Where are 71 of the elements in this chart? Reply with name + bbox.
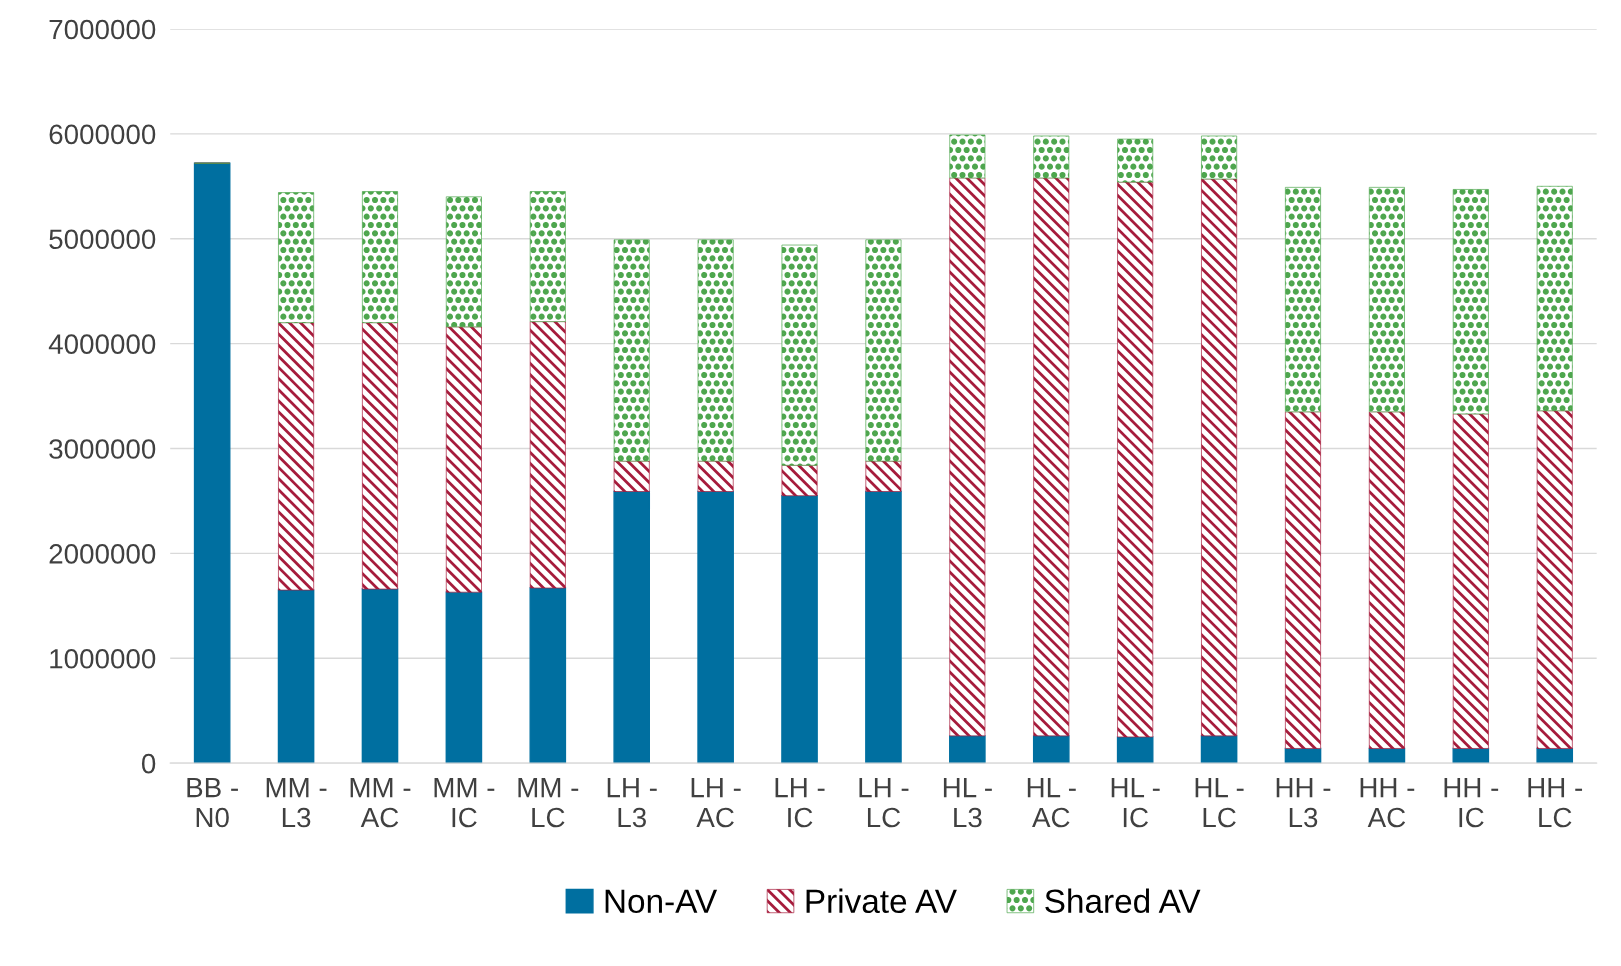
- bar: [1536, 410, 1573, 749]
- bar: [1285, 411, 1321, 749]
- x-tick-label: HH - IC: [1444, 778, 1499, 828]
- x-tick-label: MM - LC: [518, 778, 579, 828]
- y-tick-label: 4000000: [48, 334, 156, 354]
- bar: [949, 177, 986, 737]
- x-tick-label: LH - AC: [691, 778, 741, 828]
- x-tick-label: LH - IC: [775, 778, 825, 828]
- bar: [613, 490, 651, 764]
- x-tick-label: LH - L3: [607, 778, 657, 828]
- bar: [529, 191, 566, 322]
- y-tick-label: 3000000: [49, 439, 156, 459]
- bar: [362, 322, 398, 590]
- x-tick-label: LH - LC: [859, 778, 909, 828]
- bar: [1201, 135, 1238, 180]
- x-tick-label: HL - AC: [1027, 778, 1076, 828]
- bar: [277, 589, 315, 764]
- bar: [361, 588, 399, 764]
- bar: [613, 460, 650, 492]
- bar: [529, 321, 566, 589]
- x-tick-label: BB - N0: [187, 778, 238, 828]
- x-tick-label: MM - IC: [434, 778, 495, 828]
- x-tick-label: HL - L3: [943, 778, 992, 828]
- bar: [1285, 187, 1321, 413]
- x-tick-label: MM - L3: [266, 778, 327, 828]
- bar: [1452, 189, 1489, 415]
- bar: [697, 490, 734, 764]
- x-tick-label: HH - AC: [1360, 778, 1415, 828]
- bar: [1201, 178, 1238, 737]
- bar: [781, 464, 818, 497]
- bar: [865, 239, 902, 462]
- legend-label: Shared AV: [1045, 888, 1201, 914]
- bar: [697, 460, 734, 492]
- bar: [865, 460, 902, 492]
- bar: [529, 587, 567, 764]
- bar: [1033, 177, 1070, 737]
- bar: [1033, 135, 1070, 179]
- bar: [445, 196, 482, 328]
- y-tick-label: 6000000: [49, 124, 156, 145]
- x-tick-label: HH - L3: [1276, 778, 1331, 828]
- bar: [613, 239, 650, 462]
- legend-label: Private AV: [806, 888, 957, 914]
- bar: [445, 326, 482, 593]
- x-tick-label: MM - AC: [350, 778, 411, 828]
- bar: [949, 735, 986, 764]
- bar: [445, 591, 483, 764]
- bar: [278, 192, 315, 323]
- bar: [1536, 185, 1573, 412]
- y-tick-label: 7000000: [49, 19, 156, 40]
- bar: [865, 490, 902, 764]
- y-tick-label: 2000000: [49, 544, 156, 564]
- bar: [1117, 181, 1154, 738]
- bar: [1452, 413, 1489, 749]
- bar: [278, 322, 315, 591]
- x-tick-label: HL - IC: [1111, 778, 1160, 828]
- bar: [1368, 187, 1405, 413]
- bar: [781, 495, 818, 764]
- x-tick-label: HH - LC: [1528, 778, 1583, 828]
- bar: [1117, 138, 1154, 183]
- x-tick-label: HL - LC: [1195, 778, 1244, 828]
- bar: [1368, 411, 1405, 749]
- bar: [949, 134, 986, 179]
- y-tick-label: 1000000: [50, 648, 156, 669]
- bar: [362, 191, 398, 323]
- bar: [781, 244, 818, 466]
- bar: [697, 239, 734, 462]
- bar: [193, 162, 231, 764]
- y-tick-label: 0: [141, 753, 156, 774]
- bar: [1032, 735, 1070, 764]
- y-tick-label: 5000000: [49, 229, 156, 250]
- legend-label: Non-AV: [605, 889, 718, 914]
